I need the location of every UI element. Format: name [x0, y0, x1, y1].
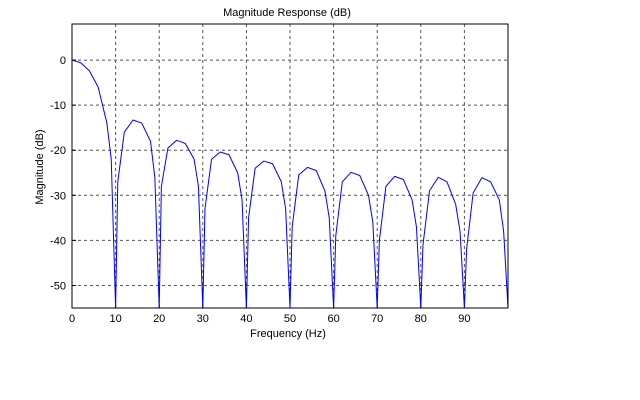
x-tick-label: 0: [69, 313, 75, 325]
x-tick-label: 60: [327, 313, 339, 325]
chart-title: Magnitude Response (dB): [223, 7, 351, 19]
x-tick-label: 50: [284, 313, 296, 325]
y-tick-label: -10: [50, 100, 66, 112]
x-tick-label: 90: [458, 313, 470, 325]
y-tick-label: -30: [50, 190, 66, 202]
x-axis-label: Frequency (Hz): [250, 328, 326, 340]
y-tick-label: -40: [50, 235, 66, 247]
magnitude-response-line: [71, 59, 509, 309]
series-layer: [71, 59, 509, 309]
y-tick-label: -50: [50, 280, 66, 292]
y-tick-label: 0: [60, 55, 66, 67]
axes-layer: [71, 23, 509, 309]
x-tick-label: 30: [197, 313, 209, 325]
y-axis-label: Magnitude (dB): [34, 129, 46, 204]
x-tick-label: 20: [153, 313, 165, 325]
x-tick-label: 70: [371, 313, 383, 325]
plot-frame: [71, 23, 509, 309]
x-tick-label: 40: [240, 313, 252, 325]
grid-layer: [72, 24, 508, 308]
y-tick-label: -20: [50, 145, 66, 157]
x-tick-label: 80: [415, 313, 427, 325]
x-tick-label: 10: [109, 313, 121, 325]
